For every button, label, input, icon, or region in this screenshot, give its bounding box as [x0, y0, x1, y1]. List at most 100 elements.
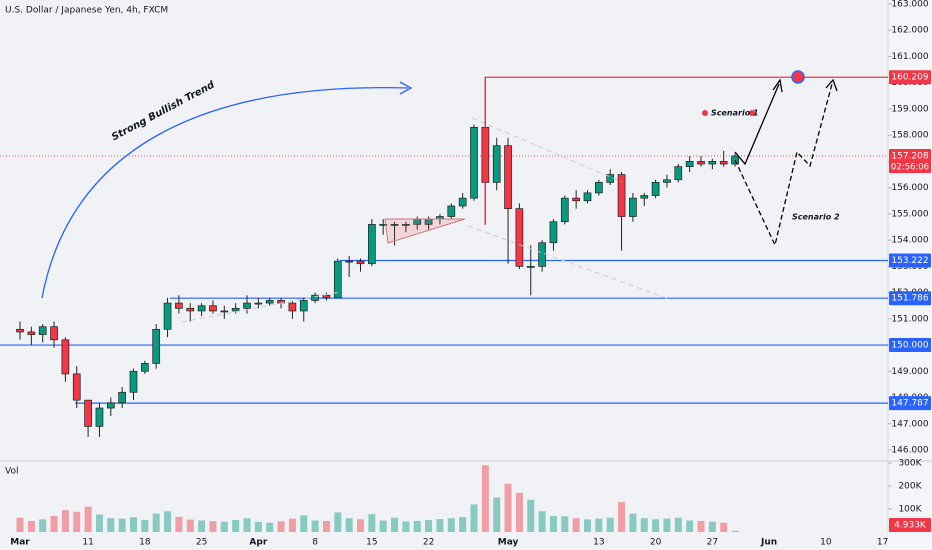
volume-bar	[459, 517, 467, 532]
candle-body	[72, 373, 81, 401]
candle-body	[526, 266, 535, 268]
candle-body	[322, 294, 331, 299]
x-tick-label: Mar	[10, 538, 30, 548]
candle-body	[538, 242, 546, 267]
candle-body	[175, 302, 183, 309]
volume-bar	[107, 518, 115, 532]
volume-tick-label: 300K	[898, 459, 922, 469]
x-tick-label: 22	[423, 538, 434, 548]
y-tick-label: 149.000	[891, 367, 928, 377]
candle-body	[492, 145, 501, 183]
candle-body	[254, 302, 263, 305]
candle-body	[640, 195, 649, 199]
volume-bar	[322, 520, 330, 532]
level-label-box	[889, 148, 931, 173]
candle-body	[186, 307, 195, 312]
scenario-2-arrowhead	[825, 78, 838, 92]
volume-bar	[504, 483, 512, 532]
volume-bar	[527, 499, 535, 532]
volume-bar	[515, 492, 523, 532]
candle-body	[95, 407, 104, 427]
flame-icon	[749, 110, 755, 116]
candle-body	[265, 300, 274, 304]
y-tick-label: 161.000	[891, 52, 928, 62]
volume-bar	[209, 521, 217, 532]
volume-bar	[629, 513, 637, 532]
candle-body	[515, 208, 524, 267]
candle-body	[129, 370, 138, 393]
x-tick-label: Apr	[249, 538, 267, 548]
candle-body	[163, 302, 172, 330]
candle-body	[685, 161, 694, 168]
candle-body	[663, 179, 671, 183]
volume-bar	[447, 518, 455, 532]
y-tick-label: 162.000	[891, 26, 928, 36]
volume-bar	[686, 520, 694, 532]
volume-bar	[368, 514, 376, 532]
volume-bar	[50, 515, 58, 532]
x-tick-label: 20	[650, 538, 662, 548]
volume-bar	[84, 506, 92, 532]
candle-body	[651, 182, 660, 196]
x-tick-label: 11	[82, 538, 93, 548]
level-label-box	[889, 70, 931, 85]
volume-bar	[391, 517, 399, 532]
level-label: 160.209	[891, 73, 928, 83]
candle-body	[152, 328, 161, 364]
candle-body	[583, 192, 592, 202]
level-label-box	[889, 396, 931, 411]
candle-body	[27, 331, 36, 335]
scenario-1-label: Scenario 1	[711, 109, 759, 118]
level-label-box	[889, 291, 931, 306]
volume-bar	[697, 520, 705, 532]
candle-body	[106, 402, 115, 409]
volume-bar	[561, 516, 569, 532]
candle-body	[197, 305, 206, 312]
price-axis-area	[888, 0, 932, 550]
volume-bar	[425, 520, 433, 532]
volume-bar	[95, 514, 103, 532]
volume-bar	[595, 518, 603, 532]
chart-title: U.S. Dollar / Japanese Yen, 4h, FXCM	[5, 6, 168, 16]
volume-last-box	[889, 518, 931, 532]
volume-bar	[164, 511, 172, 532]
volume-bar	[220, 521, 228, 532]
volume-bar	[266, 522, 274, 532]
trend-arrowhead	[399, 81, 413, 95]
volume-bar	[130, 517, 137, 532]
volume-bar	[538, 511, 546, 532]
candle-body	[231, 307, 240, 312]
trend-arc	[41, 86, 409, 299]
volume-bar	[584, 519, 591, 532]
volume-bar	[186, 519, 194, 532]
candle-body	[617, 174, 626, 217]
volume-bar	[141, 520, 149, 532]
volume-bar	[311, 520, 319, 532]
scenario-2-label: Scenario 2	[792, 213, 840, 222]
volume-bar	[232, 520, 240, 532]
x-tick-label: 25	[196, 538, 207, 548]
candle-body	[345, 260, 353, 263]
level-label: 147.787	[891, 399, 928, 409]
candle-body	[243, 302, 251, 309]
volume-bar	[73, 511, 81, 532]
level-label-box	[889, 253, 931, 268]
x-tick-label: 8	[312, 538, 318, 548]
candle-body	[504, 145, 512, 209]
volume-bar	[436, 519, 444, 532]
level-label-box	[889, 338, 931, 353]
volume-tick-label: 200K	[898, 482, 922, 492]
candle-body	[38, 326, 47, 335]
scenario-1-arrowhead	[772, 78, 783, 93]
volume-bar	[175, 516, 183, 532]
volume-bar	[254, 521, 262, 532]
x-tick-label: 17	[877, 538, 888, 548]
candle-body	[356, 260, 365, 265]
level-label: 151.786	[891, 294, 928, 304]
triangle-pattern	[384, 218, 466, 244]
candle-body	[560, 197, 569, 223]
candle-body	[594, 182, 603, 194]
volume-bar	[27, 520, 35, 532]
candle-body	[311, 294, 319, 301]
